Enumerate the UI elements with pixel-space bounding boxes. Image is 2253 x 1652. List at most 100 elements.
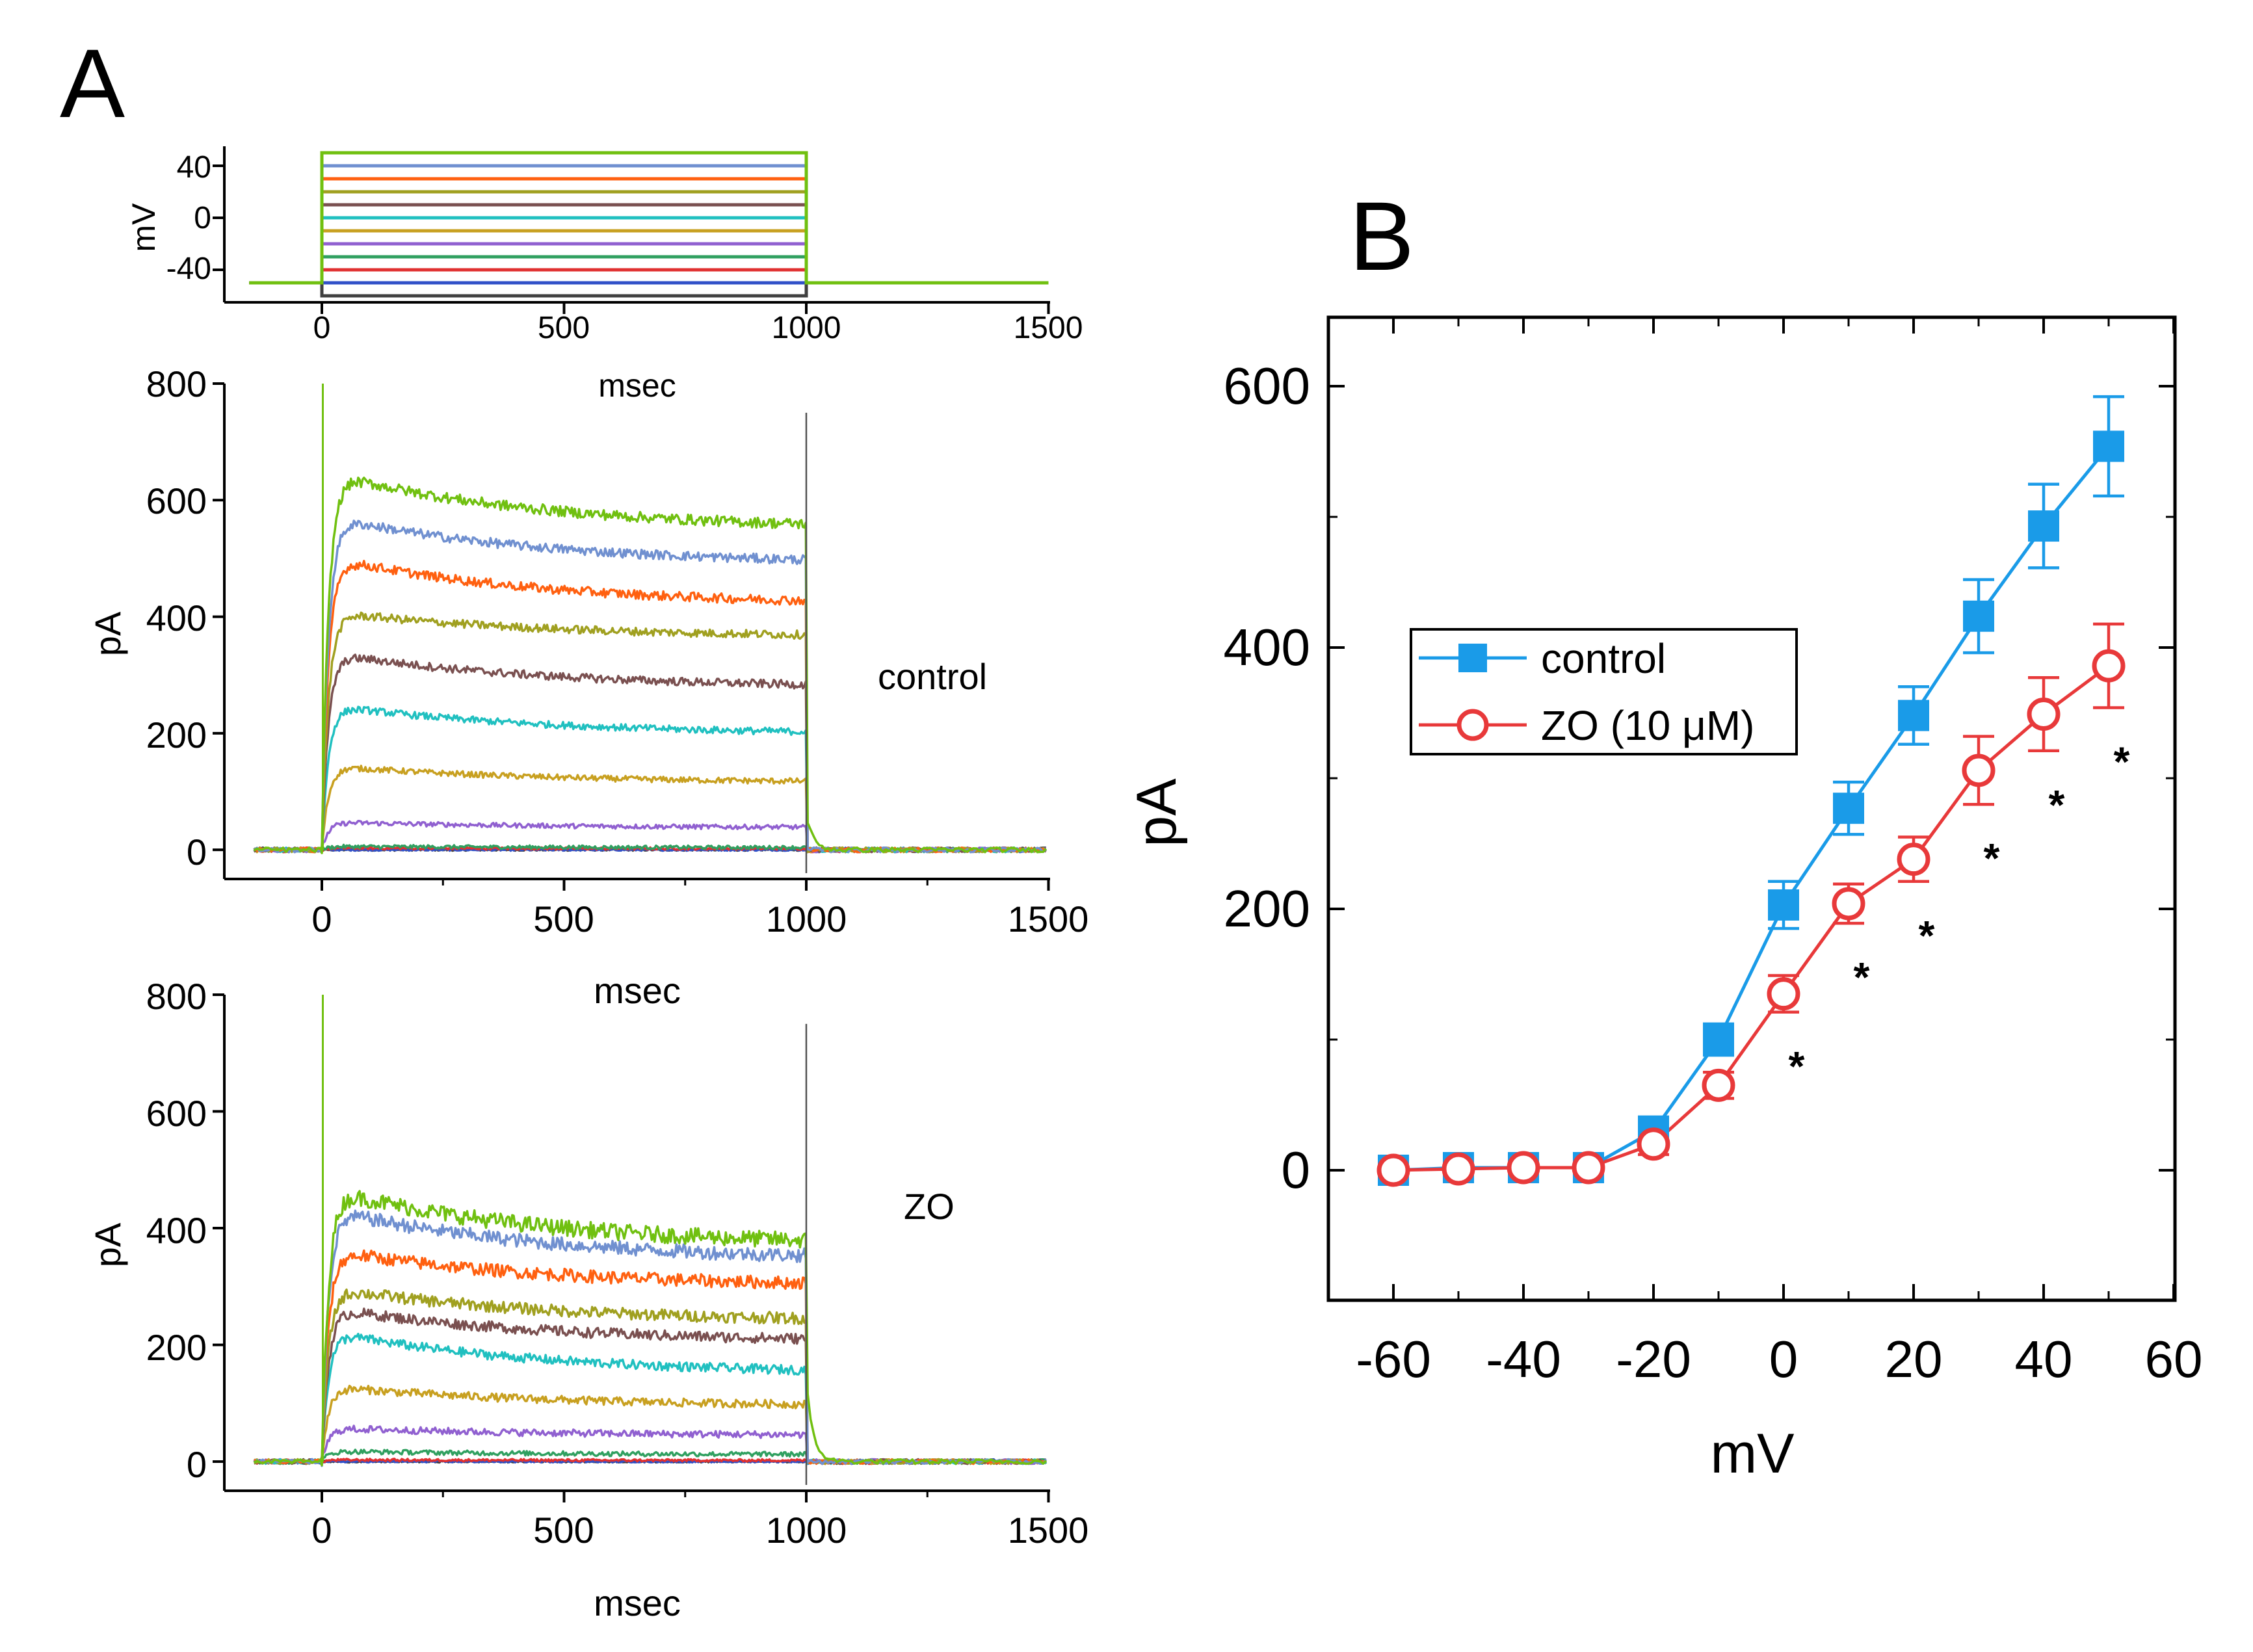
- iv-x-tick-label: 60: [2145, 1330, 2203, 1388]
- protocol-step-trace: [249, 216, 1049, 285]
- protocol-step-trace: [249, 281, 1049, 298]
- current-trace: [253, 1424, 1047, 1465]
- zo-y-tick-label: 0: [187, 1444, 207, 1485]
- iv-y-tick-label: 400: [1224, 618, 1310, 676]
- iv-zo-point: [1377, 1153, 1410, 1187]
- iv-zo-point: [1572, 1151, 1605, 1185]
- zo-x-tick-label: 500: [533, 1510, 594, 1551]
- iv-ticks: [1327, 317, 2175, 1302]
- zo-y-label: pA: [87, 1222, 128, 1267]
- control-trace-label: control: [878, 656, 987, 697]
- control-traces-plot: 0 500 1000 1500 0 200 400 600 800 pA mse…: [87, 363, 1088, 1011]
- iv-zo-point: [1962, 754, 1996, 787]
- zo-traces: [253, 995, 1047, 1486]
- zo-y-tick-label: 600: [146, 1093, 207, 1134]
- iv-plot-frame: [1326, 315, 2177, 1302]
- control-x-tick-label: 500: [533, 898, 594, 939]
- iv-x-label: mV: [1711, 1423, 1795, 1485]
- legend-zo-marker: [1456, 709, 1489, 741]
- protocol-y-tick-label: -40: [166, 252, 211, 286]
- zo-traces-plot: 0 500 1000 1500 0 200 400 600 800 pA mse…: [87, 976, 1088, 1623]
- iv-zo-point: [1637, 1127, 1670, 1161]
- iv-significance-marks: * * * * * *: [1789, 738, 2130, 1089]
- control-y-tick-label: 600: [146, 480, 207, 521]
- control-y-tick-label: 400: [146, 597, 207, 638]
- iv-zo-point: [1767, 977, 1800, 1011]
- panel-a-letter: A: [60, 29, 125, 138]
- current-trace: [253, 765, 1047, 854]
- current-trace: [254, 1288, 1047, 1465]
- current-trace: [253, 1190, 1047, 1467]
- zo-x-label: msec: [594, 1582, 681, 1623]
- current-trace: [253, 519, 1047, 854]
- control-x-tick-label: 0: [311, 898, 332, 939]
- zo-y-tick-label: 800: [146, 976, 207, 1017]
- protocol-traces: [249, 151, 1049, 298]
- zo-y-tick-label: 200: [146, 1327, 207, 1368]
- control-ticks: [213, 382, 1050, 891]
- iv-control-point: [1898, 700, 1929, 731]
- legend-control-label: control: [1541, 635, 1666, 682]
- current-trace: [253, 560, 1047, 854]
- current-trace: [254, 611, 1046, 854]
- iv-zo-point: [2027, 698, 2061, 731]
- iv-zo-point: [1507, 1151, 1540, 1185]
- protocol-y-tick-label: 40: [177, 150, 211, 185]
- iv-x-tick-label: -20: [1616, 1330, 1691, 1388]
- iv-significance-star: *: [1919, 912, 1935, 959]
- iv-zo-point: [1442, 1152, 1475, 1186]
- current-trace: [253, 1332, 1047, 1465]
- iv-zo-point: [1832, 887, 1865, 921]
- protocol-step-trace: [249, 164, 1049, 285]
- iv-series-line: [1393, 445, 2110, 1172]
- protocol-y-tick-label: 0: [194, 201, 211, 235]
- zo-trace-label: ZO: [904, 1186, 955, 1227]
- protocol-x-tick-label: 1500: [1014, 311, 1083, 345]
- protocol-x-tick-label: 500: [538, 311, 590, 345]
- iv-control-point: [1703, 1024, 1734, 1055]
- protocol-y-label: mV: [125, 203, 162, 252]
- iv-legend: control ZO (10 μM): [1410, 628, 1798, 755]
- iv-x-tick-label: 40: [2015, 1330, 2073, 1388]
- iv-control-point: [2093, 430, 2124, 462]
- control-y-tick-label: 0: [187, 832, 207, 872]
- control-y-label: pA: [87, 611, 128, 656]
- protocol-x-tick-label: 1000: [772, 311, 841, 345]
- iv-y-tick-label: 600: [1224, 357, 1310, 415]
- iv-control-point: [1833, 793, 1864, 824]
- iv-x-tick-label: 20: [1885, 1330, 1943, 1388]
- protocol-plot: 0 500 1000 1500 40 0 -40 mV msec: [125, 146, 1083, 404]
- iv-control-point: [1963, 600, 1994, 632]
- protocol-x-tick-label: 0: [313, 311, 331, 345]
- iv-x-tick-label: -60: [1356, 1330, 1431, 1388]
- iv-zo-point: [1897, 843, 1930, 876]
- protocol-step-trace: [249, 242, 1049, 285]
- zo-x-tick-label: 1000: [766, 1510, 847, 1551]
- current-trace: [254, 1307, 1047, 1465]
- zo-ticks: [213, 993, 1050, 1502]
- iv-significance-star: *: [2049, 781, 2065, 828]
- protocol-step-trace: [249, 268, 1049, 285]
- iv-zo-point: [2092, 649, 2126, 683]
- control-x-tick-label: 1500: [1008, 898, 1089, 939]
- legend-control-marker: [1458, 644, 1487, 672]
- iv-y-label: pA: [1126, 778, 1188, 847]
- protocol-ticks: [213, 164, 1050, 314]
- control-x-label: msec: [594, 970, 681, 1011]
- control-y-tick-label: 200: [146, 715, 207, 755]
- iv-significance-star: *: [1789, 1043, 1805, 1090]
- zo-x-tick-label: 0: [311, 1510, 332, 1551]
- iv-significance-star: *: [1984, 835, 2000, 882]
- iv-x-tick-label: -40: [1486, 1330, 1561, 1388]
- current-trace: [254, 1209, 1047, 1467]
- iv-control-point: [2028, 510, 2059, 542]
- iv-significance-star: *: [2114, 738, 2130, 785]
- iv-y-tick-label: 200: [1224, 880, 1310, 937]
- iv-zo-point: [1702, 1068, 1735, 1102]
- zo-x-tick-label: 1500: [1008, 1510, 1089, 1551]
- panel-b-letter: B: [1349, 181, 1414, 291]
- iv-significance-star: *: [1854, 954, 1870, 1001]
- current-trace: [254, 1384, 1047, 1465]
- control-y-tick-label: 800: [146, 363, 207, 404]
